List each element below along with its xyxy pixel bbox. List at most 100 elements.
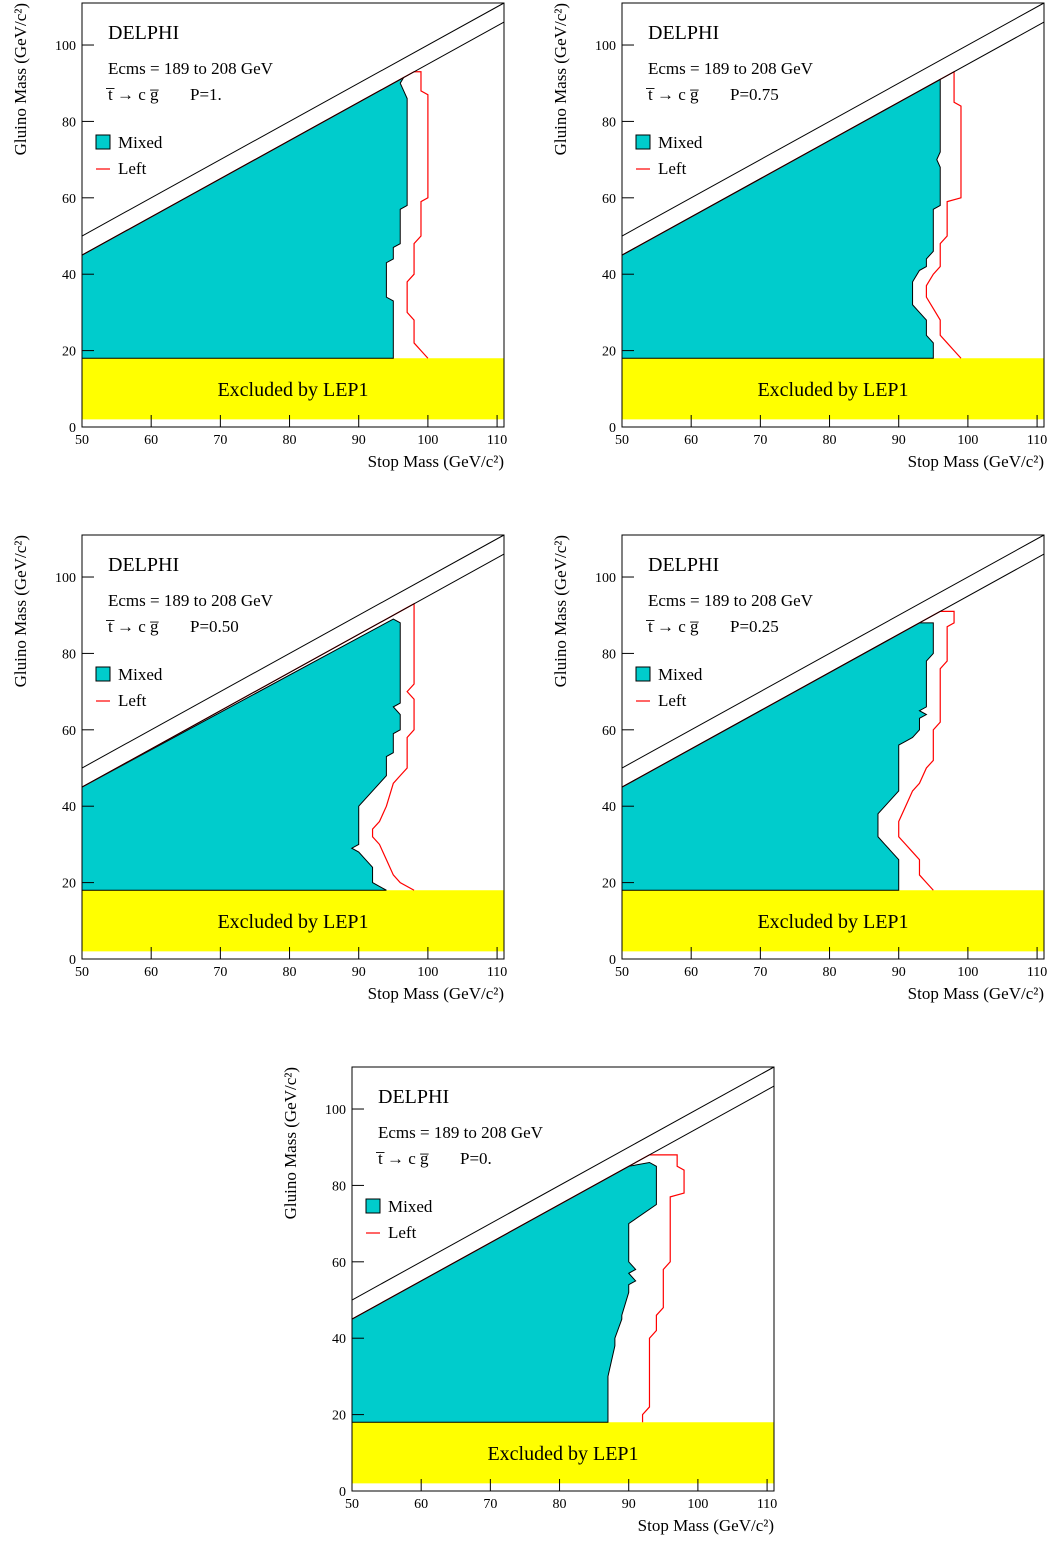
x-axis-label: Stop Mass (GeV/c²) xyxy=(368,984,504,1003)
subtitle: Ecms = 189 to 208 GeV xyxy=(648,59,814,78)
x-tick-label: 80 xyxy=(823,433,837,448)
legend-swatch xyxy=(635,134,651,150)
subtitle: Ecms = 189 to 208 GeV xyxy=(108,59,274,78)
y-axis-label: Gluino Mass (GeV/c²) xyxy=(551,535,570,687)
x-tick-label: 90 xyxy=(892,965,906,980)
legend-label: Mixed xyxy=(118,133,163,152)
excluded-label: Excluded by LEP1 xyxy=(757,911,908,933)
legend-label: Mixed xyxy=(658,665,703,684)
legend-label: Mixed xyxy=(388,1197,433,1216)
legend-label: Left xyxy=(658,159,687,178)
y-tick-label: 0 xyxy=(69,421,76,436)
mixed-region xyxy=(81,76,408,359)
excluded-band xyxy=(82,890,504,952)
x-tick-label: 60 xyxy=(144,965,158,980)
y-tick-label: 20 xyxy=(62,877,76,892)
left-contour xyxy=(81,602,415,891)
process: t̅ → c g̅ xyxy=(645,85,699,104)
panel: Excluded by LEP1 50 60 70 80 90 100 110 0 20 40 60 8… xyxy=(11,534,507,1003)
title: DELPHI xyxy=(108,22,179,44)
y-tick-label: 80 xyxy=(62,647,76,662)
subtitle: Ecms = 189 to 208 GeV xyxy=(108,591,274,610)
subtitle: Ecms = 189 to 208 GeV xyxy=(648,591,814,610)
x-tick-label: 110 xyxy=(1027,433,1047,448)
excluded-band xyxy=(352,1422,774,1484)
x-tick-label: 60 xyxy=(684,965,698,980)
annotation: P=0.50 xyxy=(190,617,239,636)
x-tick-label: 90 xyxy=(622,1497,636,1512)
excluded-band xyxy=(622,358,1044,420)
y-axis-label: Gluino Mass (GeV/c²) xyxy=(11,535,30,687)
process: t̅ → c g̅ xyxy=(105,617,159,636)
kinematic-line xyxy=(621,2,1045,237)
y-tick-label: 60 xyxy=(62,724,76,739)
x-tick-label: 50 xyxy=(615,433,629,448)
y-tick-label: 100 xyxy=(595,571,616,586)
excluded-label: Excluded by LEP1 xyxy=(217,379,368,401)
left-contour xyxy=(81,71,429,359)
x-tick-label: 50 xyxy=(615,965,629,980)
plot-frame xyxy=(621,2,1045,428)
y-tick-label: 60 xyxy=(332,1256,346,1271)
x-tick-label: 80 xyxy=(283,433,297,448)
x-axis-label: Stop Mass (GeV/c²) xyxy=(908,452,1044,471)
y-tick-label: 40 xyxy=(602,800,616,815)
legend-label: Left xyxy=(388,1223,417,1242)
plot-frame xyxy=(351,1066,775,1492)
legend-label: Left xyxy=(118,159,147,178)
legend-label: Left xyxy=(658,691,687,710)
y-tick-label: 60 xyxy=(62,192,76,207)
x-tick-label: 60 xyxy=(144,433,158,448)
legend-label: Mixed xyxy=(658,133,703,152)
x-tick-label: 110 xyxy=(1027,965,1047,980)
y-tick-label: 40 xyxy=(62,268,76,283)
y-tick-label: 100 xyxy=(325,1103,346,1118)
x-tick-label: 50 xyxy=(75,965,89,980)
x-tick-label: 50 xyxy=(75,433,89,448)
x-tick-label: 90 xyxy=(352,433,366,448)
excluded-band xyxy=(622,890,1044,952)
y-tick-label: 0 xyxy=(339,1485,346,1500)
y-tick-label: 40 xyxy=(62,800,76,815)
y-tick-label: 20 xyxy=(602,877,616,892)
x-tick-label: 60 xyxy=(414,1497,428,1512)
y-tick-label: 100 xyxy=(55,571,76,586)
x-tick-label: 80 xyxy=(553,1497,567,1512)
x-tick-label: 100 xyxy=(957,965,978,980)
x-tick-label: 70 xyxy=(483,1497,497,1512)
process: t̅ → c g̅ xyxy=(105,85,159,104)
kinematic-line xyxy=(81,534,505,769)
x-tick-label: 100 xyxy=(687,1497,708,1512)
x-axis-label: Stop Mass (GeV/c²) xyxy=(638,1516,774,1535)
plot-frame xyxy=(81,2,505,428)
x-tick-label: 70 xyxy=(213,965,227,980)
subtitle: Ecms = 189 to 208 GeV xyxy=(378,1123,544,1142)
x-tick-label: 80 xyxy=(823,965,837,980)
y-tick-label: 0 xyxy=(609,953,616,968)
y-tick-label: 100 xyxy=(595,39,616,54)
legend-swatch xyxy=(95,134,111,150)
x-axis-label: Stop Mass (GeV/c²) xyxy=(908,984,1044,1003)
legend-swatch xyxy=(635,666,651,682)
mixed-region xyxy=(81,618,401,891)
x-tick-label: 70 xyxy=(213,433,227,448)
x-axis-label: Stop Mass (GeV/c²) xyxy=(368,452,504,471)
kinematic-line xyxy=(81,2,505,237)
annotation: P=0.25 xyxy=(730,617,779,636)
y-tick-label: 40 xyxy=(602,268,616,283)
legend-label: Mixed xyxy=(118,665,163,684)
legend-label: Left xyxy=(118,691,147,710)
x-tick-label: 70 xyxy=(753,965,767,980)
left-contour xyxy=(621,70,962,359)
x-tick-label: 90 xyxy=(892,433,906,448)
kinematic-line xyxy=(81,21,505,256)
x-tick-label: 110 xyxy=(757,1497,777,1512)
y-tick-label: 20 xyxy=(602,345,616,360)
y-tick-label: 80 xyxy=(602,647,616,662)
excluded-label: Excluded by LEP1 xyxy=(757,379,908,401)
legend-swatch xyxy=(95,666,111,682)
y-tick-label: 0 xyxy=(69,953,76,968)
title: DELPHI xyxy=(378,1086,449,1108)
panel: Excluded by LEP1 50 60 70 80 90 100 110 0 20 40 60 8… xyxy=(281,1066,777,1535)
